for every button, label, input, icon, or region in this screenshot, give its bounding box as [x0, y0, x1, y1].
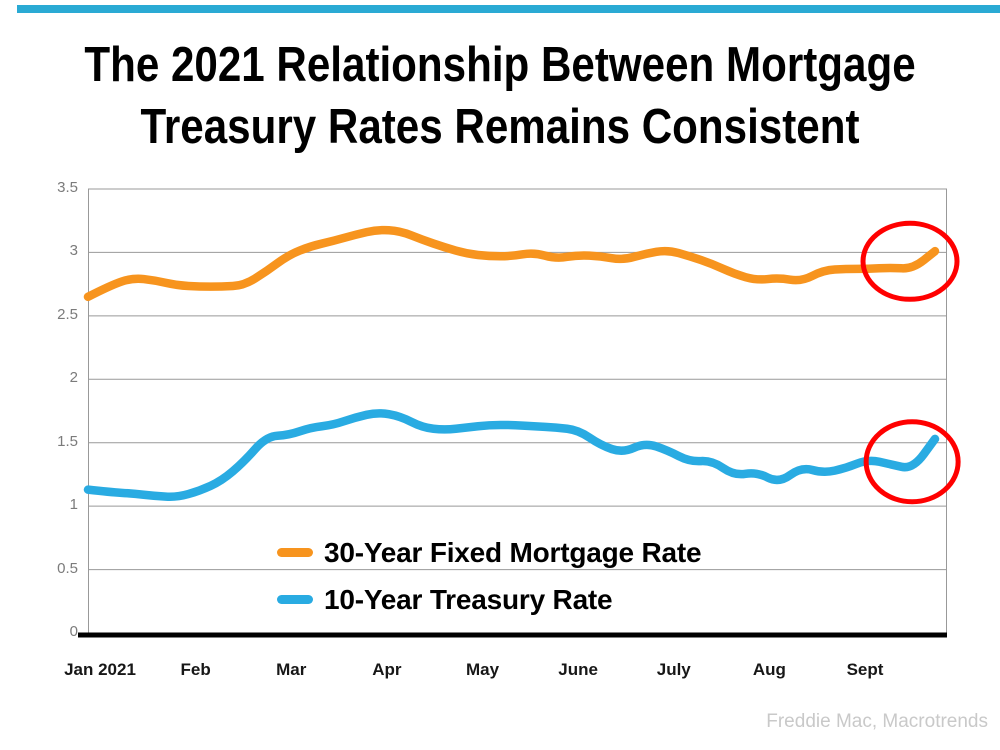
y-tick-label: 1 — [69, 496, 78, 514]
x-tick-label: Sept — [846, 660, 884, 679]
series-line-treasury — [83, 409, 940, 501]
y-tick-label: 3 — [69, 242, 78, 260]
y-tick-label: 0.5 — [57, 559, 78, 577]
source-credit: Freddie Mac, Macrotrends — [766, 711, 988, 732]
series-line-mortgage — [83, 225, 940, 302]
mortgage-rate-uptick-circle — [860, 220, 960, 302]
legend-item-mortgage: 30-Year Fixed Mortgage Rate — [277, 529, 702, 576]
chart-title: The 2021 Relationship Between Mortgage T… — [0, 34, 1000, 158]
y-tick-label: 2.5 — [57, 305, 78, 323]
legend-swatch-treasury — [277, 595, 313, 604]
legend-label-mortgage: 30-Year Fixed Mortgage Rate — [324, 536, 702, 568]
y-tick-label: 2 — [69, 369, 78, 387]
chart-legend: 30-Year Fixed Mortgage Rate 10-Year Trea… — [277, 529, 702, 623]
x-tick-label: June — [558, 660, 598, 679]
chart-title-line1: The 2021 Relationship Between Mortgage — [84, 38, 916, 92]
x-tick-label: July — [656, 660, 691, 679]
legend-swatch-mortgage — [277, 548, 313, 557]
x-tick-label: May — [465, 660, 500, 679]
legend-item-treasury: 10-Year Treasury Rate — [277, 576, 701, 623]
legend-label-treasury: 10-Year Treasury Rate — [324, 583, 613, 615]
y-tick-label: 3.5 — [57, 179, 78, 196]
treasury-rate-uptick-circle — [863, 419, 961, 505]
chart-title-line2: Treasury Rates Remains Consistent — [140, 100, 860, 154]
x-tick-label: Aug — [752, 660, 786, 679]
top-accent-bar — [17, 5, 1000, 13]
x-tick-label: Apr — [372, 660, 402, 679]
y-tick-label: 0 — [69, 623, 78, 640]
x-tick-label: Feb — [180, 660, 211, 679]
y-tick-label: 1.5 — [57, 432, 78, 450]
x-tick-label: Mar — [276, 660, 307, 679]
x-tick-label: Jan 2021 — [64, 660, 136, 679]
